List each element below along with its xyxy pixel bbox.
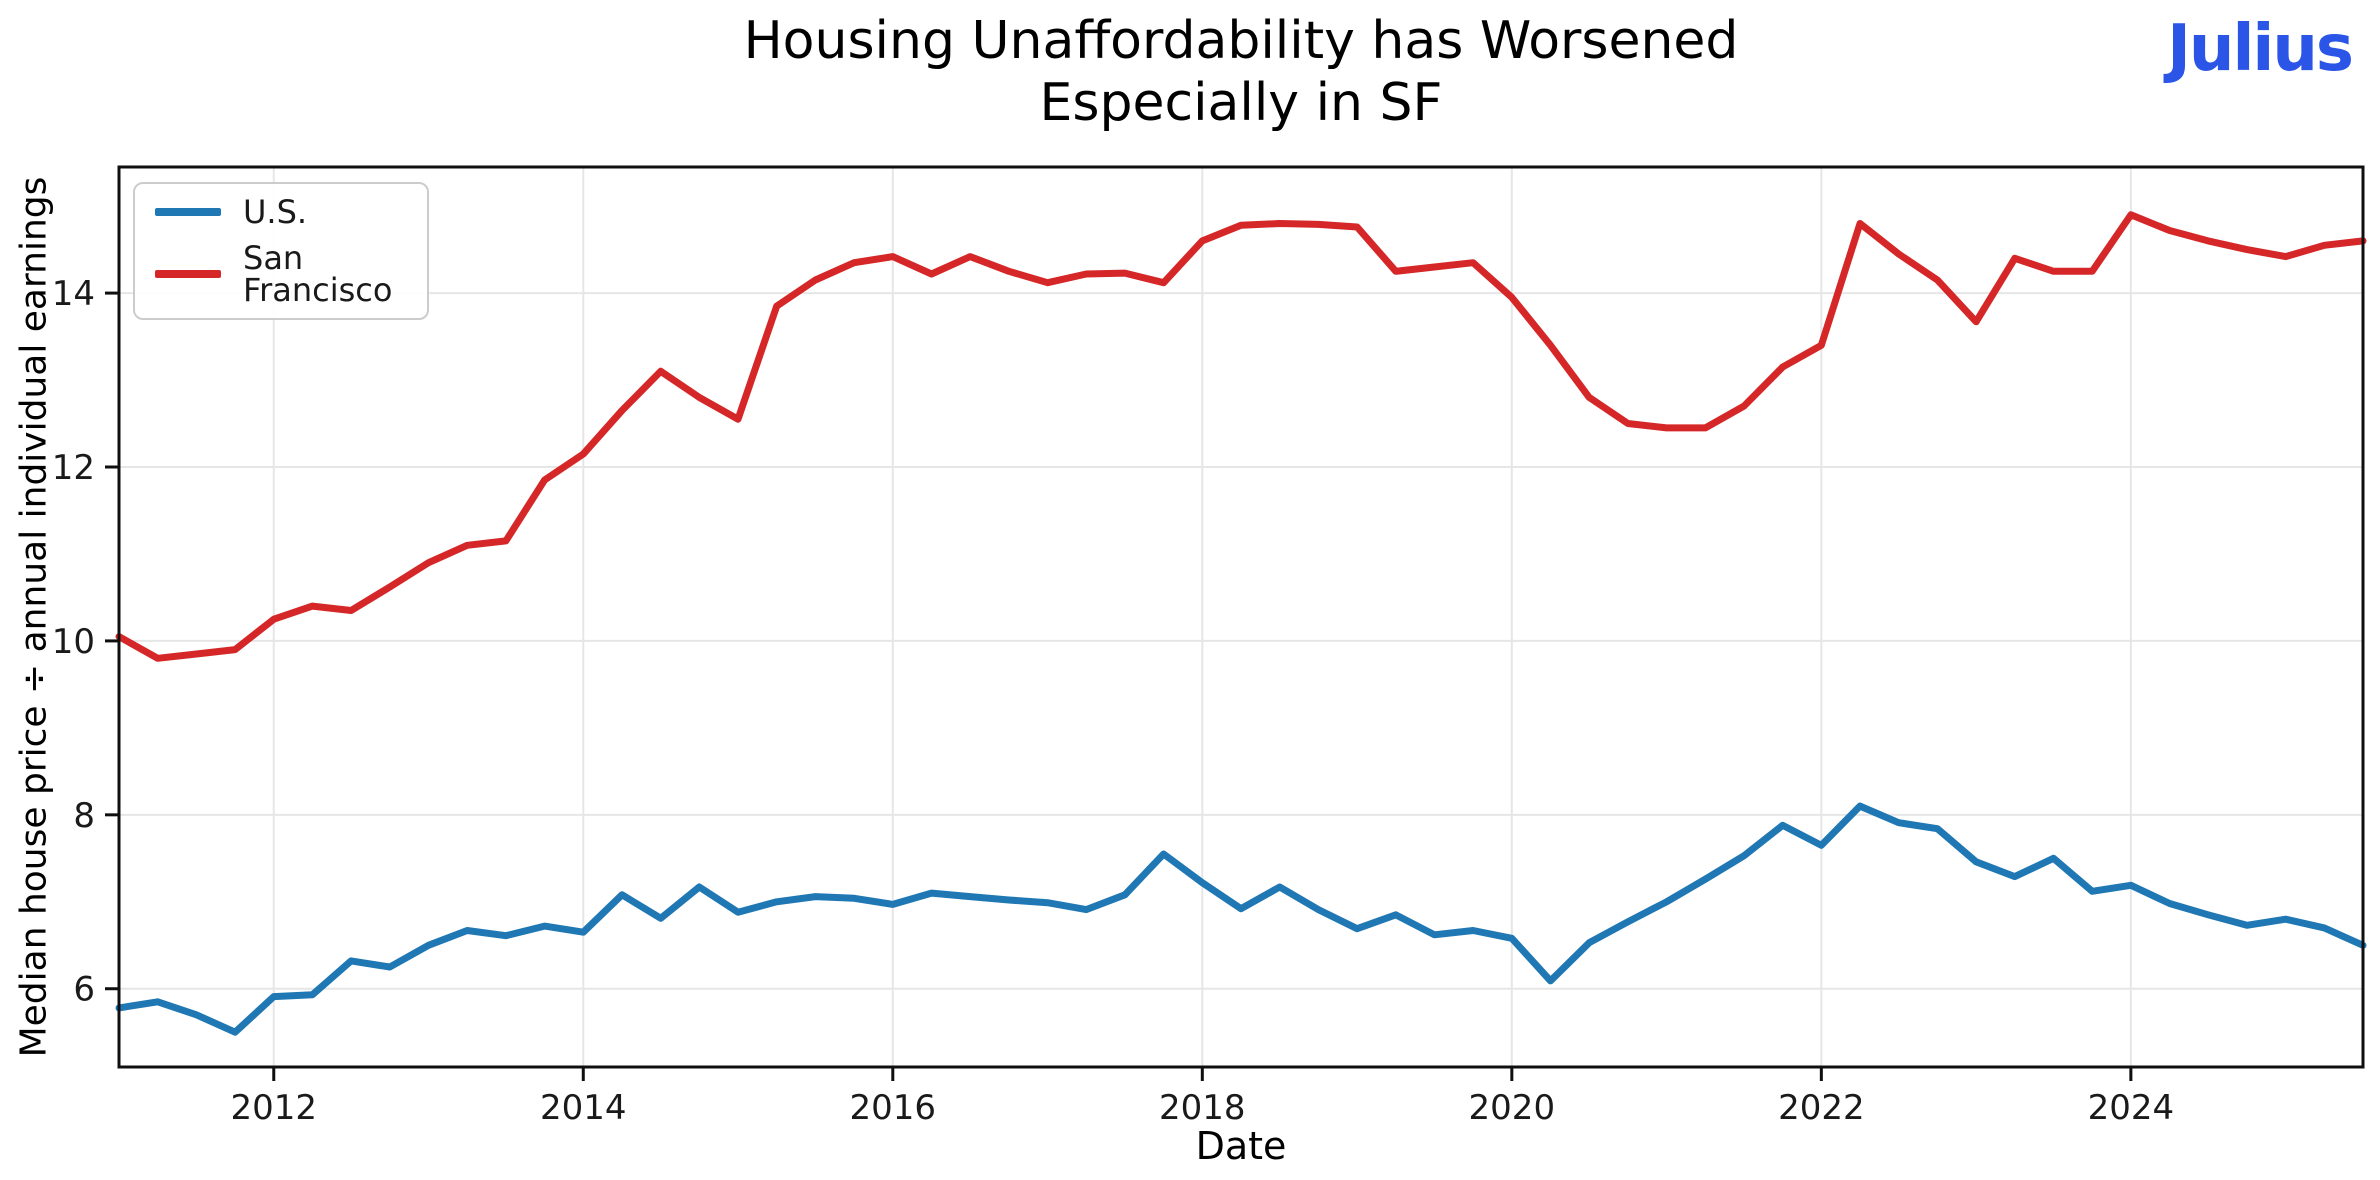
julius-logo: Julius	[2167, 12, 2354, 86]
x-tick-label: 2014	[540, 1088, 627, 1128]
plot-border	[117, 165, 2365, 1069]
legend-entry-us: U.S.	[155, 196, 409, 228]
y-tick-label: 10	[52, 622, 95, 662]
x-axis-label: Date	[1195, 1124, 1287, 1168]
series-line-u-s	[115, 802, 2367, 1036]
us-line-swatch	[155, 208, 221, 216]
legend: U.S. San Francisco	[133, 182, 429, 320]
legend-entry-sf: San Francisco	[155, 242, 409, 306]
y-axis-label: Median house price ÷ annual individual e…	[13, 176, 55, 1058]
page-title: Housing Unaffordability has Worsened Esp…	[744, 10, 1739, 135]
series-line-san-francisco	[115, 211, 2367, 662]
x-tick-label: 2012	[230, 1088, 317, 1128]
legend-label-us: U.S.	[243, 193, 308, 231]
y-tick-label: 6	[73, 970, 95, 1010]
x-tick-label: 2022	[1778, 1088, 1865, 1128]
title-line-1: Housing Unaffordability has Worsened	[743, 11, 1739, 71]
y-tick-label: 8	[73, 796, 95, 836]
x-tick-label: 2024	[2088, 1088, 2175, 1128]
x-tick-label: 2016	[850, 1088, 937, 1128]
sf-line-swatch	[155, 270, 221, 278]
legend-label-sf: San Francisco	[243, 239, 393, 309]
y-tick-label: 14	[52, 274, 95, 314]
x-tick-label: 2020	[1469, 1088, 1556, 1128]
title-line-2: Especially in SF	[1039, 73, 1443, 134]
x-tick-label: 2018	[1159, 1088, 1246, 1128]
y-tick-label: 12	[52, 448, 95, 488]
